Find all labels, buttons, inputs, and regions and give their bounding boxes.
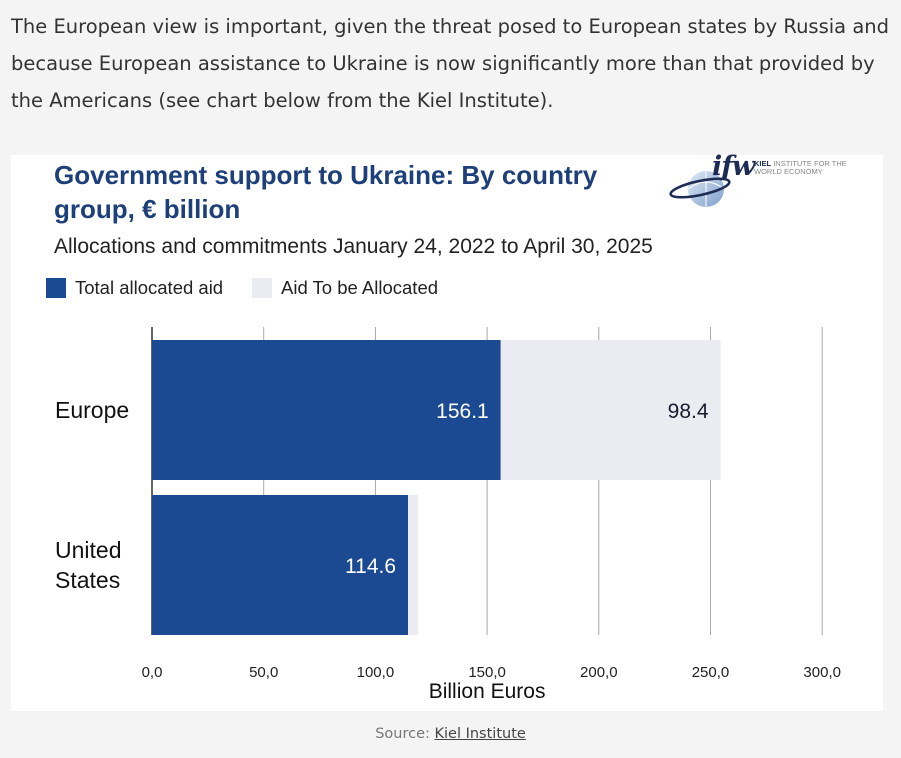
- category-label: Europe: [55, 397, 129, 423]
- category-label: United: [55, 537, 121, 563]
- x-tick-label: 50,0: [249, 664, 278, 681]
- x-tick-label: 100,0: [357, 664, 395, 681]
- logo-wordmark: KIEL INSTITUTE FOR THE WORLD ECONOMY: [754, 159, 847, 176]
- source-link[interactable]: Kiel Institute: [434, 726, 526, 742]
- bar-allocated: [152, 340, 501, 480]
- category-label: States: [55, 567, 120, 593]
- bar-chart-plot: 156.1 98.4 Europe 114.6 United States 0,0 50,0 1…: [55, 327, 841, 703]
- intro-paragraph: The European view is important, given th…: [11, 15, 890, 112]
- x-tick-label: 200,0: [580, 664, 618, 681]
- legend-label-to-be-allocated: Aid To be Allocated: [281, 277, 439, 298]
- kiel-institute-logo: ifw KIEL INSTITUTE FOR THE WORLD ECONOMY: [666, 151, 847, 215]
- globe-icon: [669, 171, 731, 207]
- chart-title: Government support to Ukraine: By countr…: [54, 160, 598, 224]
- bar-to-be-allocated: [500, 340, 721, 480]
- data-label: 156.1: [436, 400, 489, 423]
- legend-label-allocated: Total allocated aid: [75, 277, 224, 298]
- bar-to-be-allocated: [408, 495, 419, 635]
- x-tick-label: 250,0: [692, 664, 730, 681]
- x-axis-title: Billion Euros: [429, 680, 546, 703]
- chart-card: Government support to Ukraine: By countr…: [11, 151, 883, 711]
- chart-subtitle: Allocations and commitments January 24, …: [54, 235, 653, 258]
- logo-mark: ifw: [712, 151, 755, 182]
- data-label: 114.6: [345, 555, 396, 578]
- source-caption: Source: Kiel Institute: [375, 726, 526, 742]
- legend-swatch-allocated: [46, 278, 66, 298]
- x-tick-label: 300,0: [803, 664, 841, 681]
- bar-allocated: [152, 495, 409, 635]
- x-tick-label: 150,0: [468, 664, 506, 681]
- x-tick-label: 0,0: [142, 664, 163, 681]
- legend-swatch-to-be-allocated: [252, 278, 272, 298]
- data-label: 98.4: [668, 400, 709, 423]
